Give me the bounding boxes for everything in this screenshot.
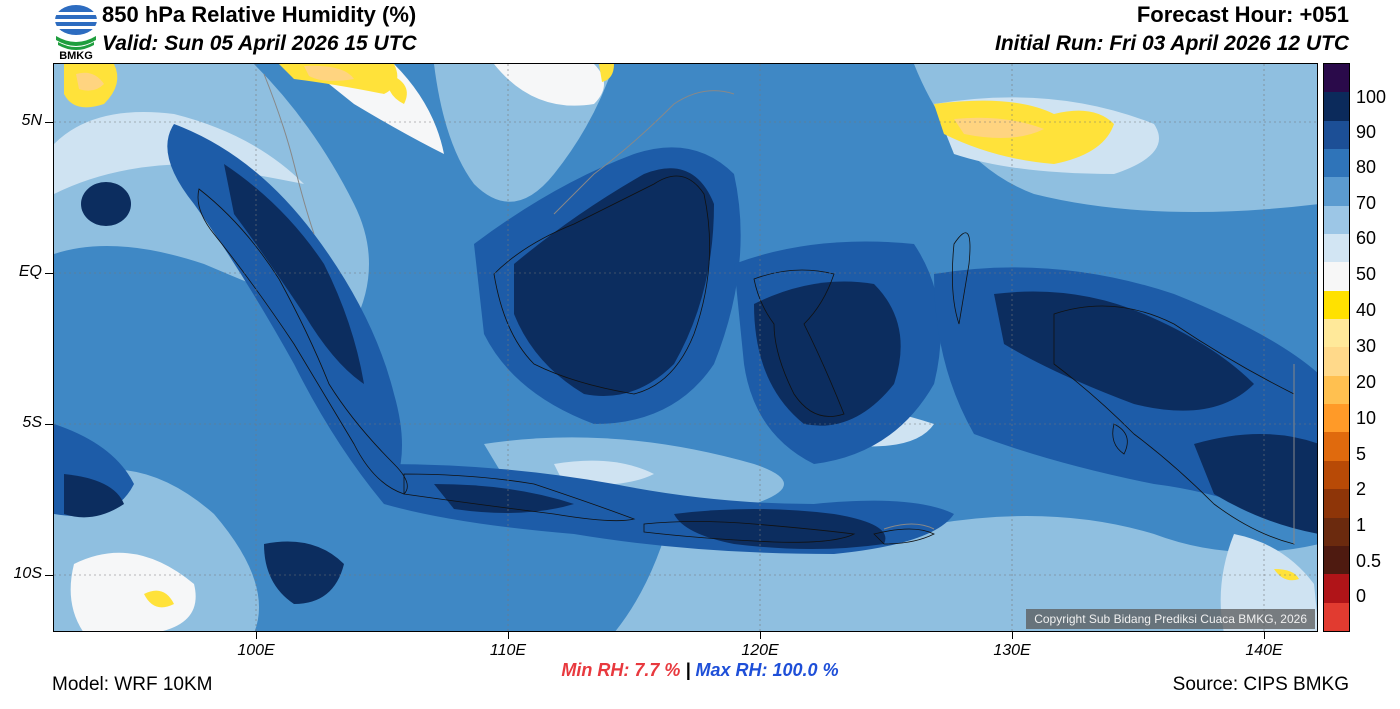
colorbar-segment	[1324, 92, 1349, 121]
colorbar-segment	[1324, 120, 1349, 150]
lon-label-110e: 110E	[489, 642, 527, 659]
colorbar-segment	[1324, 262, 1349, 291]
colorbar-segment	[1324, 64, 1349, 93]
forecast-hour: Forecast Hour: +051	[1136, 2, 1349, 27]
chart-title: 850 hPa Relative Humidity (%)	[102, 2, 417, 27]
colorbar-segment	[1324, 602, 1349, 631]
lat-label-5s: 5S	[22, 414, 42, 431]
stats-separator: |	[685, 660, 691, 680]
bmkg-logo-text: BMKG	[59, 50, 93, 60]
colorbar-segment	[1324, 290, 1349, 320]
colorbar-label: 50	[1356, 264, 1377, 284]
colorbar-segment	[1324, 149, 1349, 178]
colorbar-segment	[1324, 545, 1349, 575]
colorbar-label: 40	[1356, 300, 1377, 320]
colorbar-label: 90	[1356, 122, 1377, 142]
colorbar-segment	[1324, 432, 1349, 461]
colorbar-label: 30	[1356, 336, 1377, 356]
colorbar-label: 0	[1356, 586, 1367, 606]
lat-tick	[45, 273, 53, 274]
colorbar-label: 60	[1356, 228, 1377, 248]
colorbar-label: 100	[1356, 87, 1387, 107]
colorbar-segment	[1324, 347, 1349, 376]
colorbar-label: 5	[1356, 444, 1367, 464]
min-rh: Min RH: 7.7 %	[561, 660, 681, 680]
colorbar-segment	[1324, 234, 1349, 263]
colorbar-segment	[1324, 574, 1349, 603]
lon-label-120e: 120E	[741, 642, 779, 659]
colorbar-segment	[1324, 460, 1349, 490]
lon-tick	[760, 632, 761, 639]
lon-label-130e: 130E	[993, 642, 1031, 659]
colorbar-label: 80	[1356, 157, 1377, 177]
bmkg-logo: BMKG	[52, 2, 100, 62]
max-rh: Max RH: 100.0 %	[695, 660, 839, 680]
colorbar-label: 0.5	[1356, 551, 1382, 571]
colorbar-segment	[1324, 404, 1349, 433]
colorbar-label: 10	[1356, 408, 1377, 428]
colorbar-label: 70	[1356, 193, 1377, 213]
lon-tick	[1012, 632, 1013, 639]
colorbar-segment	[1324, 489, 1349, 518]
lon-label-100e: 100E	[237, 642, 275, 659]
rh-stats: Min RH: 7.7 % | Max RH: 100.0 %	[0, 660, 1400, 681]
lon-label-140e: 140E	[1245, 642, 1283, 659]
copyright-notice: Copyright Sub Bidang Prediksi Cuaca BMKG…	[1026, 609, 1315, 629]
colorbar-segment	[1324, 319, 1349, 348]
colorbar-label: 2	[1356, 479, 1367, 499]
lat-tick	[45, 575, 53, 576]
valid-time: Valid: Sun 05 April 2026 15 UTC	[102, 32, 417, 55]
lat-tick	[45, 424, 53, 425]
lon-tick	[1264, 632, 1265, 639]
colorbar-label: 20	[1356, 372, 1377, 392]
lat-label-5n: 5N	[21, 112, 42, 129]
model-label: Model: WRF 10KM	[52, 674, 213, 695]
source-label: Source: CIPS BMKG	[1172, 674, 1349, 695]
lon-tick	[508, 632, 509, 639]
colorbar-segment	[1324, 375, 1349, 405]
lat-label-eq: EQ	[18, 263, 42, 280]
lon-tick	[256, 632, 257, 639]
lat-tick	[45, 122, 53, 123]
colorbar-segment	[1324, 205, 1349, 235]
initial-run: Initial Run: Fri 03 April 2026 12 UTC	[995, 32, 1349, 55]
humidity-map: Copyright Sub Bidang Prediksi Cuaca BMKG…	[53, 63, 1318, 632]
lat-label-10s: 10S	[13, 565, 42, 582]
colorbar-segment	[1324, 517, 1349, 546]
colorbar-segment	[1324, 177, 1349, 206]
colorbar-label: 1	[1356, 515, 1367, 535]
colorbar	[1323, 63, 1350, 632]
humidity-field	[54, 64, 1317, 631]
